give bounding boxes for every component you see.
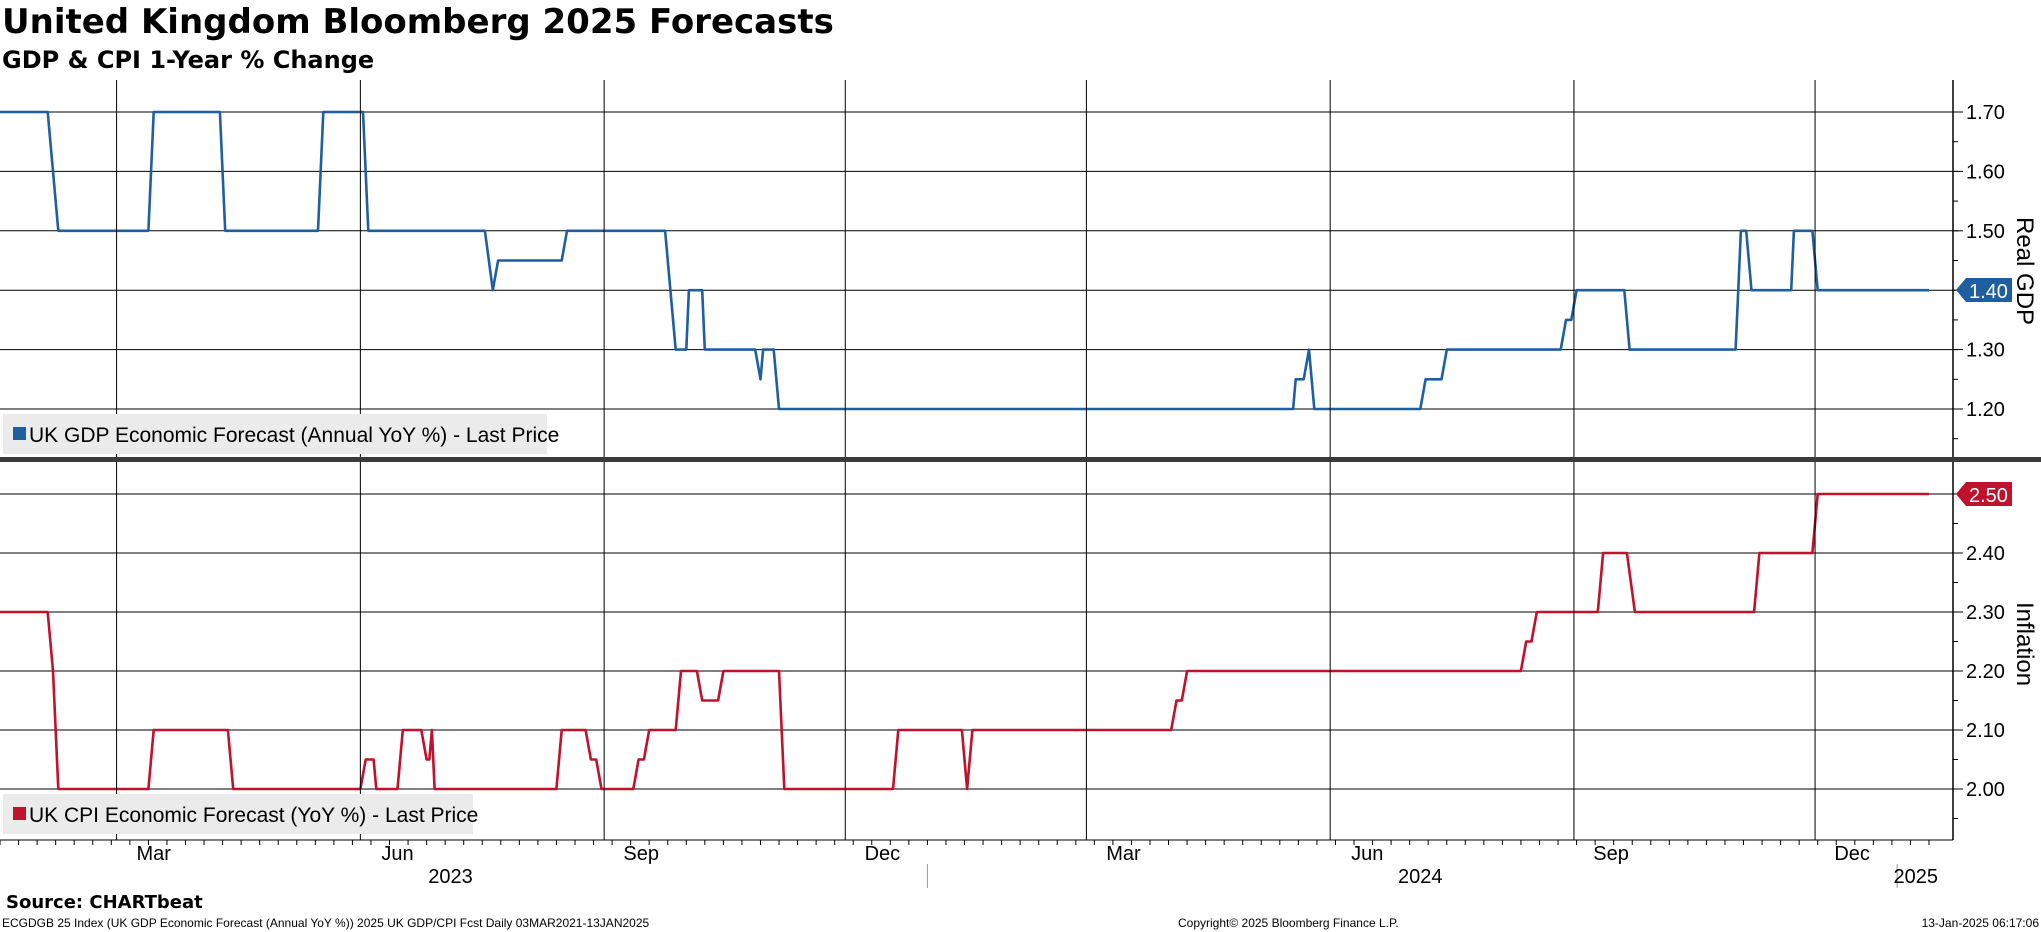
cpi-legend-label: UK CPI Economic Forecast (YoY %) - Last … [29,804,478,827]
cpi-series-line [0,492,1929,791]
x-year-label: 2025 [1894,866,1939,888]
cpi-last-value: 2.50 [1969,485,2008,507]
axes-group: Mar Jun Sep Dec Mar Jun Sep Dec 2023 2024 2025 [0,80,2041,888]
panel-separator [0,457,2041,462]
gdp-series-line [0,110,1929,411]
x-month-label: Jun [1351,843,1383,865]
gdp-legend: UK GDP Economic Forecast (Annual YoY %) … [3,414,559,454]
cpi-y-tick-label: 2.30 [1966,602,2005,624]
gdp-y-tick-label: 1.70 [1966,102,2005,124]
x-month-label: Sep [1593,843,1629,865]
cpi-legend-swatch [13,807,26,820]
gdp-y-tick-label: 1.50 [1966,221,2005,243]
chart-subtitle: GDP & CPI 1-Year % Change [2,46,375,74]
chart-title: United Kingdom Bloomberg 2025 Forecasts [2,2,834,42]
bottom-panel-grid: 2.00 2.10 2.20 2.30 2.40 2.50 [0,484,2005,819]
x-year-label: 2024 [1398,866,1443,888]
footer-copyright: Copyright© 2025 Bloomberg Finance L.P. [1178,916,1399,930]
cpi-y-tick-label: 2.20 [1966,661,2005,683]
cpi-y-tick-label: 2.40 [1966,543,2005,565]
footer-ticker-info: ECGDGB 25 Index (UK GDP Economic Forecas… [2,916,650,930]
gdp-legend-label: UK GDP Economic Forecast (Annual YoY %) … [29,424,559,447]
gdp-y-tick-label: 1.20 [1966,399,2005,421]
cpi-y-tick-label: 2.10 [1966,720,2005,742]
source-note: Source: CHARTbeat [6,892,203,913]
cpi-series-group [0,492,1929,791]
gdp-last-value: 1.40 [1969,281,2008,303]
cpi-axis-title: Inflation [2011,602,2038,686]
gdp-axis-title: Real GDP [2011,217,2038,325]
cpi-last-value-badge: 2.50 [1956,482,2012,507]
cpi-y-tick-label: 2.00 [1966,779,2005,801]
x-month-label: Mar [136,843,171,865]
gdp-y-tick-label: 1.60 [1966,161,2005,183]
top-panel-grid: 1.20 1.30 1.40 1.50 1.60 1.70 [0,102,2005,440]
x-month-label: Dec [865,843,901,865]
x-month-label: Sep [623,843,659,865]
x-month-label: Jun [381,843,413,865]
gdp-legend-swatch [13,427,26,440]
x-year-label: 2023 [428,866,473,888]
gdp-last-value-badge: 1.40 [1956,278,2012,303]
gdp-y-tick-label: 1.30 [1966,340,2005,362]
x-month-label: Mar [1106,843,1141,865]
gdp-series-group [0,110,1929,411]
footer-timestamp: 13-Jan-2025 06:17:06 [1921,916,2039,930]
x-month-label: Dec [1834,843,1870,865]
cpi-legend: UK CPI Economic Forecast (YoY %) - Last … [3,794,478,834]
